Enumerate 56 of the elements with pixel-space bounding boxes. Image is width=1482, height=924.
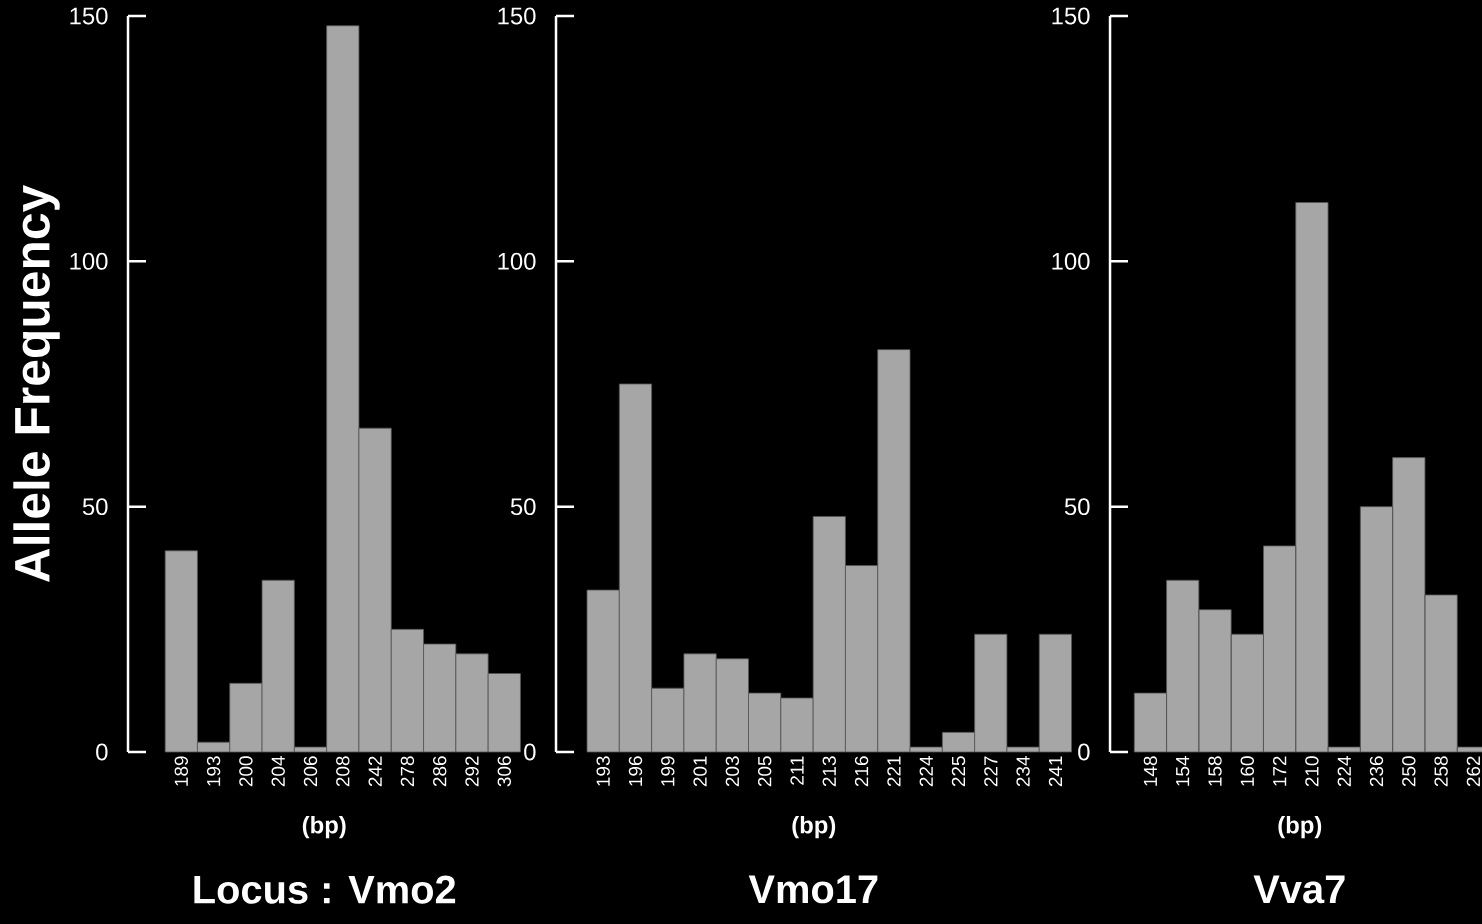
x-tick-label: 189 — [174, 756, 188, 786]
x-tick-label: 196 — [628, 756, 643, 786]
y-tick-label: 150 — [70, 7, 108, 25]
x-tick-label: 158 — [1208, 756, 1222, 786]
x-tick-label: 148 — [1143, 756, 1158, 786]
y-tick-label: 50 — [82, 498, 108, 516]
x-tick-label: 206 — [303, 756, 318, 787]
x-tick-label: 262 — [1466, 756, 1481, 787]
y-tick-label: 50 — [1064, 498, 1090, 516]
x-tick-label: 258 — [1434, 756, 1448, 787]
x-tick-label: 203 — [725, 756, 740, 787]
x-tick-label: 306 — [497, 756, 512, 787]
x-tick-label: 201 — [693, 756, 707, 787]
text: Vva7 — [1253, 875, 1345, 904]
y-tick-label: 100 — [70, 252, 108, 270]
y-tick-label: 50 — [510, 498, 536, 516]
x-tick-label: 200 — [239, 756, 253, 787]
x-tick-label: 278 — [400, 756, 415, 787]
y-axis-title: Allele Frequency — [13, 184, 60, 583]
x-axis-title: (bp) — [792, 815, 836, 839]
x-tick-label: 286 — [433, 756, 447, 787]
x-tick-label: 208 — [336, 756, 350, 787]
x-tick-label: 172 — [1272, 756, 1287, 786]
x-tick-label: 204 — [271, 756, 285, 787]
y-tick-label: 100 — [498, 252, 536, 270]
x-tick-label: 227 — [984, 756, 998, 787]
x-tick-label: 250 — [1402, 756, 1416, 787]
x-tick-label: 193 — [596, 756, 610, 786]
x-tick-label: 160 — [1240, 756, 1255, 786]
y-tick-label: 0 — [524, 743, 536, 761]
text: Locus : Vmo2 — [194, 875, 456, 904]
y-tick-label: 100 — [1052, 252, 1090, 270]
x-tick-label: 199 — [661, 756, 675, 786]
x-tick-label: 221 — [887, 756, 901, 787]
x-tick-label: 216 — [854, 756, 869, 787]
text: Vmo17 — [748, 875, 878, 904]
x-tick-label: 224 — [919, 756, 933, 787]
x-tick-label: 225 — [951, 756, 966, 787]
x-tick-label: 242 — [368, 756, 382, 787]
x-tick-label: 154 — [1176, 756, 1190, 786]
y-tick-label: 150 — [498, 7, 536, 25]
x-tick-label: 236 — [1369, 756, 1384, 787]
x-tick-label: 241 — [1048, 756, 1062, 787]
x-tick-label: 205 — [757, 756, 772, 787]
x-tick-label: 211 — [790, 756, 804, 785]
x-tick-label: 224 — [1337, 756, 1351, 787]
y-tick-label: 150 — [1052, 7, 1090, 25]
y-tick-label: 0 — [96, 743, 108, 761]
x-axis-title: (bp) — [1278, 815, 1322, 839]
x-tick-label: 234 — [1016, 756, 1030, 787]
y-tick-label: 0 — [1078, 743, 1090, 761]
x-axis-title: (bp) — [302, 815, 346, 839]
x-tick-label: 210 — [1305, 756, 1319, 787]
x-tick-label: 213 — [822, 756, 836, 787]
x-tick-label: 292 — [465, 756, 479, 787]
x-tick-label: 193 — [206, 756, 221, 786]
